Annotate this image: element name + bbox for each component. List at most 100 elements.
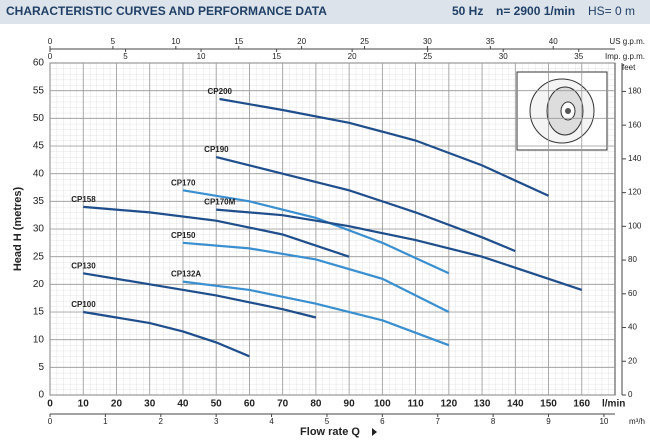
y-tick-label: 20 bbox=[33, 279, 45, 290]
curve-label: CP100 bbox=[71, 300, 96, 309]
y-tick-label: 5 bbox=[38, 362, 44, 373]
y-tick-label: 15 bbox=[33, 307, 45, 318]
y2-tick-label: 60 bbox=[628, 289, 637, 298]
y2-tick-label: 180 bbox=[628, 87, 642, 96]
tick-label: 4 bbox=[269, 417, 274, 426]
tick-label: 5 bbox=[123, 52, 128, 61]
chart-title: CHARACTERISTIC CURVES AND PERFORMANCE DA… bbox=[6, 4, 327, 18]
tick-label: 9 bbox=[546, 417, 551, 426]
frequency: 50 Hz bbox=[452, 4, 483, 18]
x-tick-label: 70 bbox=[277, 399, 289, 410]
y-tick-label: 0 bbox=[38, 390, 44, 401]
y-tick-label: 40 bbox=[33, 168, 45, 179]
tick-label: 0 bbox=[48, 52, 53, 61]
tick-label: 10 bbox=[171, 37, 180, 46]
tick-label: 35 bbox=[574, 52, 583, 61]
x-tick-label: 20 bbox=[111, 399, 123, 410]
tick-label: 20 bbox=[348, 52, 357, 61]
curve bbox=[83, 272, 317, 319]
speed: n= 2900 1/min bbox=[496, 4, 575, 18]
tick-label: 5 bbox=[111, 37, 116, 46]
x-tick-label: 140 bbox=[507, 399, 524, 410]
x-tick-label: 90 bbox=[344, 399, 356, 410]
y2-tick-label: 0 bbox=[628, 390, 633, 399]
x-tick-label: 60 bbox=[244, 399, 256, 410]
curve bbox=[216, 208, 583, 291]
x-tick-label: 110 bbox=[408, 399, 425, 410]
curve bbox=[182, 189, 450, 275]
tick-label: 20 bbox=[297, 37, 306, 46]
header-bar bbox=[0, 0, 650, 24]
y-tick-label: 50 bbox=[33, 113, 45, 124]
curve bbox=[83, 205, 350, 258]
tick-label: 30 bbox=[499, 52, 508, 61]
x-axis-title: Flow rate Q bbox=[300, 426, 360, 438]
curve-label: CP170 bbox=[171, 178, 196, 187]
tick-label: 10 bbox=[599, 417, 608, 426]
y2-unit: feet bbox=[622, 63, 636, 72]
tick-label: 0 bbox=[48, 417, 53, 426]
suction-head: HS= 0 m bbox=[588, 4, 635, 18]
curve-label: CP158 bbox=[71, 195, 96, 204]
curve-label: CP132A bbox=[171, 270, 201, 279]
x-tick-label: 80 bbox=[310, 399, 322, 410]
curve-label: CP190 bbox=[204, 145, 229, 154]
tick-label: 7 bbox=[436, 417, 441, 426]
y-tick-label: 45 bbox=[33, 141, 45, 152]
y2-tick-label: 160 bbox=[628, 120, 642, 129]
curve-label: CP150 bbox=[171, 231, 196, 240]
tick-label: 2 bbox=[159, 417, 164, 426]
tick-label: 1 bbox=[103, 417, 108, 426]
tick-label: 3 bbox=[214, 417, 219, 426]
axis-unit: US g.p.m. bbox=[609, 37, 645, 46]
x-tick-label: 130 bbox=[474, 399, 491, 410]
y-tick-label: 35 bbox=[33, 196, 45, 207]
tick-label: 30 bbox=[423, 37, 432, 46]
y2-tick-label: 120 bbox=[628, 188, 642, 197]
y-tick-label: 30 bbox=[33, 224, 45, 235]
arrow bbox=[372, 428, 377, 436]
pump-icon bbox=[516, 71, 608, 151]
curve bbox=[83, 310, 250, 358]
axis-unit: Imp. g.p.m. bbox=[605, 52, 645, 61]
tick-label: 15 bbox=[272, 52, 281, 61]
curve bbox=[182, 280, 450, 347]
curve-label: CP200 bbox=[208, 87, 233, 96]
axis-unit: m³/h bbox=[629, 417, 645, 426]
y-tick-label: 10 bbox=[33, 334, 45, 345]
y-tick-label: 60 bbox=[33, 58, 45, 69]
y2-tick-label: 20 bbox=[628, 356, 637, 365]
x-tick-label: 150 bbox=[540, 399, 557, 410]
tick-label: 25 bbox=[360, 37, 369, 46]
tick-label: 25 bbox=[423, 52, 432, 61]
x-unit: l/min bbox=[602, 399, 625, 410]
curve bbox=[182, 241, 450, 313]
x-tick-label: 30 bbox=[144, 399, 156, 410]
tick-label: 35 bbox=[486, 37, 495, 46]
x-tick-label: 10 bbox=[78, 399, 90, 410]
tick-label: 0 bbox=[48, 37, 53, 46]
x-tick-label: 100 bbox=[374, 399, 391, 410]
x-tick-label: 40 bbox=[177, 399, 189, 410]
tick-label: 5 bbox=[325, 417, 330, 426]
tick-label: 8 bbox=[491, 417, 496, 426]
y2-tick-label: 100 bbox=[628, 221, 642, 230]
y-tick-label: 25 bbox=[33, 251, 45, 262]
curve-label: CP130 bbox=[71, 261, 96, 270]
curve-label: CP170M bbox=[204, 198, 235, 207]
y-axis-title: Head H (metres) bbox=[12, 186, 24, 271]
y2-tick-label: 140 bbox=[628, 154, 642, 163]
curve bbox=[215, 156, 516, 253]
x-tick-label: 50 bbox=[211, 399, 223, 410]
x-tick-label: 160 bbox=[573, 399, 590, 410]
x-tick-label: 0 bbox=[47, 399, 53, 410]
y2-tick-label: 80 bbox=[628, 255, 637, 264]
tick-label: 15 bbox=[234, 37, 243, 46]
tick-label: 6 bbox=[380, 417, 385, 426]
tick-label: 10 bbox=[197, 52, 206, 61]
curve bbox=[219, 97, 549, 197]
x-tick-label: 120 bbox=[440, 399, 457, 410]
y2-tick-label: 40 bbox=[628, 323, 637, 332]
y-tick-label: 55 bbox=[33, 85, 45, 96]
